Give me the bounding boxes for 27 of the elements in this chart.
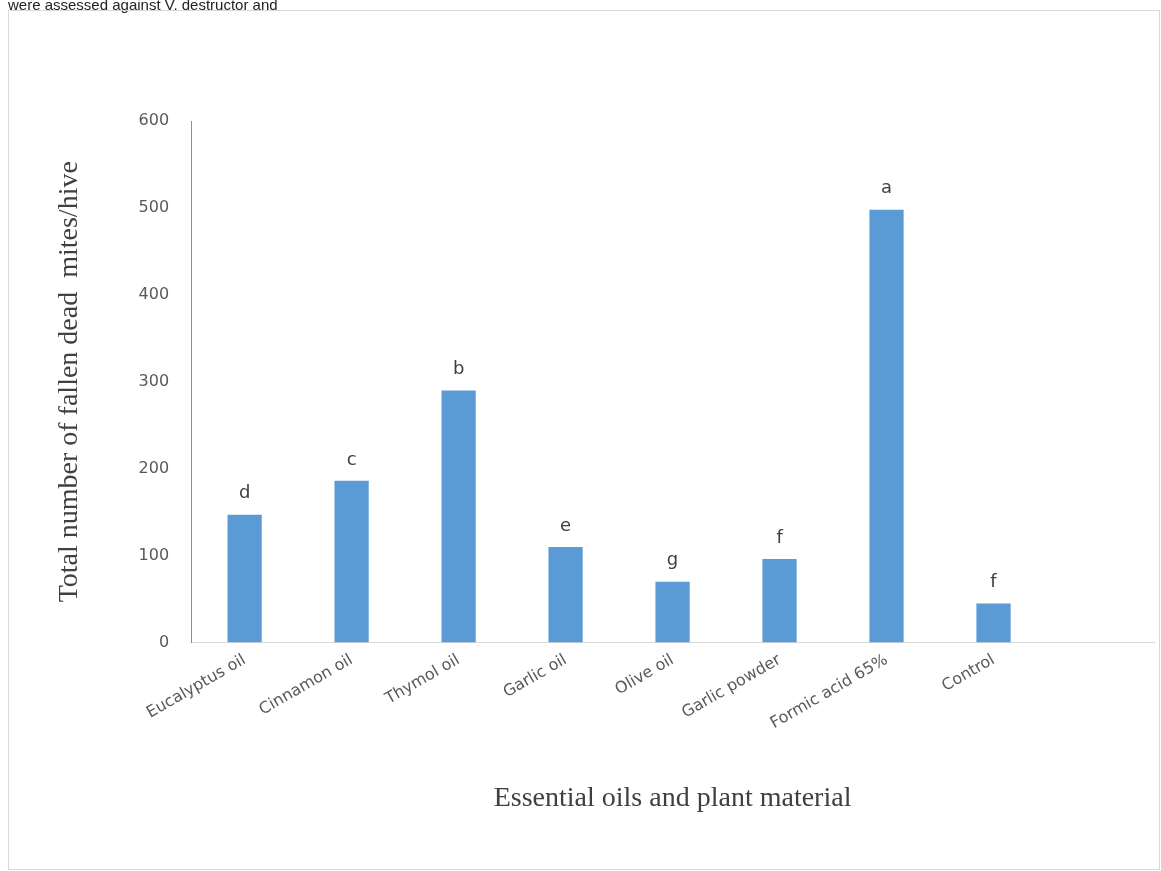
bar — [227, 514, 262, 643]
bar — [762, 559, 797, 643]
data-label: a — [881, 176, 893, 198]
x-tick-label: Olive oil — [611, 649, 677, 699]
y-tick-label: 500 — [138, 197, 170, 217]
data-label: d — [238, 481, 251, 503]
y-axis-title: Total number of fallen dead mites/hive — [52, 161, 84, 603]
data-label: g — [666, 548, 679, 570]
data-label: f — [990, 570, 998, 592]
x-axis-title: Essential oils and plant material — [493, 780, 852, 812]
bar — [548, 546, 583, 643]
bar — [655, 581, 690, 643]
text: were assessed against V. destructor and — [8, 0, 278, 13]
y-tick-label: 600 — [138, 110, 170, 130]
data-label: f — [776, 525, 784, 547]
data-label: c — [346, 447, 357, 469]
data-label: e — [560, 513, 572, 535]
bar — [869, 209, 904, 643]
y-tick-label: 300 — [138, 370, 170, 390]
y-tick-label: 400 — [138, 284, 170, 303]
y-tick-label: 100 — [138, 544, 170, 564]
y-tick-label: 0 — [158, 631, 170, 651]
y-tick-label: 200 — [138, 457, 170, 477]
bar — [441, 390, 476, 643]
bar — [976, 603, 1011, 643]
data-label: b — [452, 357, 465, 379]
bar — [334, 480, 369, 643]
